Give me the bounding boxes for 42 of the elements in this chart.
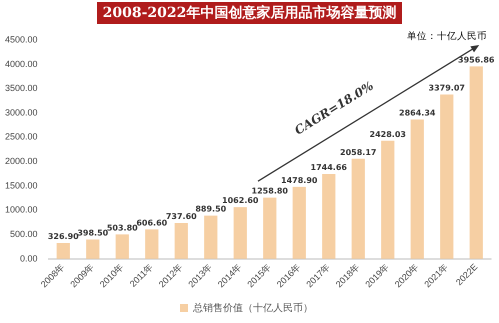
bar: [322, 174, 336, 259]
text: 398.50: [77, 228, 108, 238]
annotation: 单位：十亿人民币: [407, 30, 487, 43]
y-tick-label: 2500.00: [4, 132, 38, 142]
bar: [410, 120, 424, 259]
y-tick-label: 4000.00: [4, 58, 38, 69]
text: 2864.34: [399, 108, 436, 118]
y-tick-label: 500.00: [10, 229, 38, 240]
text: 737.60: [166, 212, 197, 222]
text: 3956.86: [458, 55, 494, 64]
y-tick-label: 1500.00: [4, 180, 38, 190]
y-tick-label: 2000.00: [4, 156, 38, 166]
bar: [204, 216, 218, 259]
y-tick-label: 1000.00: [4, 204, 38, 215]
text: 326.90: [48, 232, 79, 242]
bar: [116, 234, 129, 259]
text: 889.50: [195, 204, 226, 214]
bar: [470, 66, 483, 259]
text: 1744.66: [310, 163, 347, 172]
bar: [86, 239, 100, 259]
text: 1258.80: [252, 186, 288, 196]
chart-title: 2008-2022年中国创意家居用品市场容量预测: [97, 2, 402, 24]
legend-label: 总销售价值（十亿人民币）: [192, 302, 313, 314]
text: 1478.90: [281, 176, 318, 185]
bar: [292, 186, 306, 259]
bar: [174, 222, 188, 259]
text: 503.80: [106, 223, 138, 232]
bar: [234, 207, 247, 259]
text: 2058.17: [340, 148, 376, 157]
bar: [263, 198, 276, 259]
text: 606.60: [136, 218, 168, 228]
bar: [381, 140, 394, 259]
bar: [145, 229, 158, 259]
y-tick-label: 3000.00: [4, 107, 38, 118]
bar: [352, 158, 365, 259]
bar: [56, 242, 70, 259]
bar: [440, 94, 454, 259]
y-tick-label: 0.00: [20, 253, 38, 264]
text: 1062.60: [222, 196, 258, 206]
text: 3379.07: [428, 84, 465, 93]
y-tick-label: 4500.00: [4, 34, 38, 44]
y-tick-label: 3500.00: [4, 83, 38, 94]
